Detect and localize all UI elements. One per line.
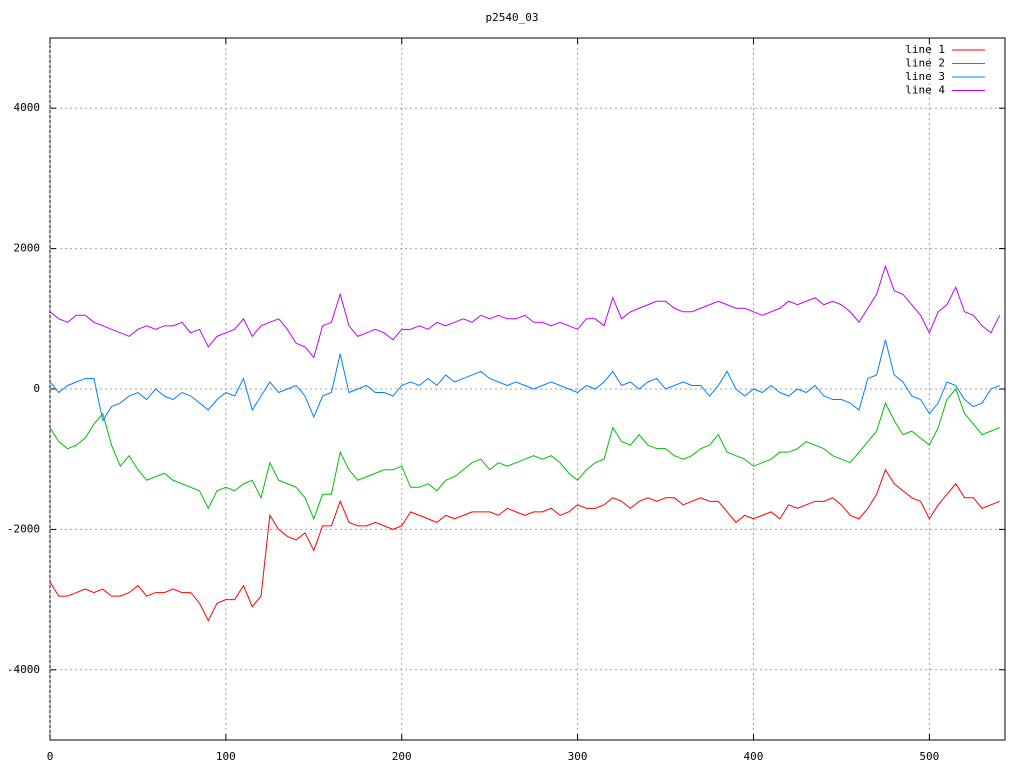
legend-label: line 4 bbox=[905, 84, 945, 97]
y-tick-label: 2000 bbox=[14, 242, 41, 255]
x-tick-label: 400 bbox=[744, 750, 764, 763]
x-tick-label: 300 bbox=[568, 750, 588, 763]
y-tick-label: -2000 bbox=[7, 522, 40, 535]
x-tick-label: 200 bbox=[392, 750, 412, 763]
y-tick-label: 0 bbox=[33, 382, 40, 395]
legend-label: line 2 bbox=[905, 57, 945, 70]
y-tick-label: -4000 bbox=[7, 663, 40, 676]
x-tick-label: 500 bbox=[919, 750, 939, 763]
x-tick-label: 100 bbox=[216, 750, 236, 763]
chart-title: p2540_03 bbox=[486, 11, 539, 24]
data-line bbox=[49, 468, 1000, 622]
data-line bbox=[49, 339, 1000, 422]
y-tick-label: 4000 bbox=[14, 101, 41, 114]
legend-label: line 3 bbox=[905, 70, 945, 83]
data-line bbox=[49, 388, 1000, 521]
data-line bbox=[49, 264, 1001, 359]
legend-label: line 1 bbox=[905, 43, 945, 56]
x-tick-label: 0 bbox=[47, 750, 54, 763]
